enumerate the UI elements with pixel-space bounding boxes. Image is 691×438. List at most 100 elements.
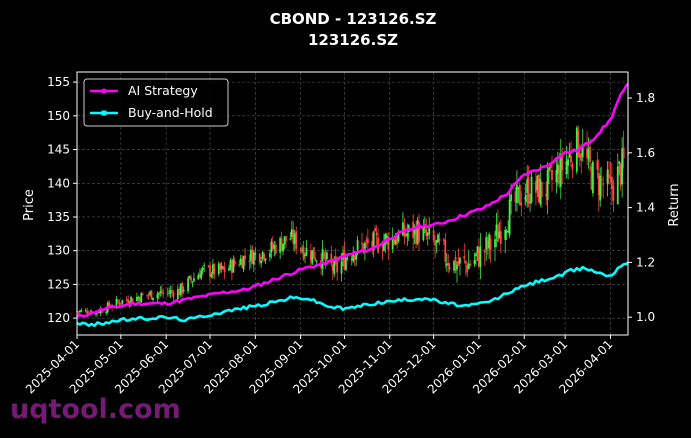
candle-body-114 [309, 250, 312, 261]
candle-body-200 [485, 237, 488, 250]
candle-body-240 [567, 159, 569, 166]
candle-body-18 [111, 307, 113, 309]
candle-body-1 [77, 311, 80, 313]
legend: AI Strategy Buy-and-Hold [83, 78, 229, 127]
candle-body-116 [312, 247, 315, 259]
candle-body-152 [385, 235, 388, 238]
candle-body-121 [323, 251, 325, 256]
candle-body-204 [494, 239, 496, 248]
candle-body-29 [136, 296, 138, 302]
candle-body-193 [469, 263, 472, 266]
candle-body-161 [404, 233, 407, 236]
candle-body-24 [125, 299, 128, 301]
y-right-tick-label-4: 1.8 [636, 91, 655, 105]
candle-body-71 [220, 265, 223, 269]
candle-body-192 [467, 263, 470, 270]
candle-body-86 [251, 250, 254, 264]
candle-body-49 [176, 289, 179, 299]
candle-body-4 [84, 310, 87, 311]
candle-body-202 [488, 234, 491, 249]
candle-body-64 [207, 265, 210, 267]
candle-body-245 [577, 130, 580, 157]
candle-body-110 [301, 249, 303, 252]
candle-body-185 [454, 256, 457, 271]
candle-body-97 [273, 244, 276, 250]
candle-body-5 [86, 311, 89, 314]
candle-body-40 [157, 293, 160, 295]
candle-body-252 [590, 166, 593, 190]
candle-body-230 [546, 169, 549, 200]
candle-body-88 [254, 252, 257, 255]
candle-body-95 [270, 241, 273, 253]
candle-body-219 [524, 195, 527, 203]
candle-body-115 [311, 250, 314, 264]
candle-body-87 [252, 252, 255, 265]
candle-body-94 [269, 253, 271, 258]
candle-body-180 [444, 240, 447, 262]
candle-body-208 [499, 231, 502, 244]
legend-marker-buy-and-hold [101, 110, 107, 116]
candle-body-77 [232, 259, 235, 273]
candle-body-227 [539, 178, 542, 205]
candle-body-99 [279, 238, 282, 253]
candle-body-165 [413, 226, 416, 235]
candle-body-3 [80, 310, 83, 312]
candle-body-118 [315, 260, 318, 262]
candle-body-62 [201, 267, 204, 271]
candle-body-241 [568, 152, 571, 158]
candle-body-136 [353, 255, 356, 260]
candle-body-264 [616, 166, 619, 205]
candle-body-59 [197, 275, 200, 280]
y-left-tick-label-5: 145 [47, 143, 70, 157]
candle-body-139 [361, 242, 363, 244]
candle-body-91 [261, 251, 264, 259]
series-line-buy-and-hold [76, 261, 629, 327]
candle-body-246 [578, 153, 581, 158]
candle-body-176 [435, 240, 438, 243]
candle-body-48 [172, 292, 175, 298]
candle-body-53 [182, 289, 185, 292]
candle-body-58 [193, 278, 195, 282]
candle-body-137 [355, 253, 358, 260]
candle-body-70 [219, 263, 222, 271]
candle-body-30 [137, 297, 140, 299]
candle-body-195 [475, 253, 477, 257]
candle-body-67 [212, 264, 214, 274]
candlestick-series [76, 125, 629, 318]
candle-body-135 [352, 253, 355, 262]
candle-body-177 [437, 234, 439, 243]
candle-body-259 [606, 169, 609, 184]
candle-body-31 [138, 297, 141, 302]
candle-body-131 [343, 251, 346, 270]
candle-body-122 [324, 254, 327, 262]
y-left-tick-label-4: 140 [47, 176, 70, 190]
candle-body-154 [391, 236, 394, 250]
candle-body-37 [150, 290, 153, 300]
candle-body-108 [295, 231, 298, 249]
candle-body-178 [438, 238, 441, 242]
y-left-tick-label-1: 125 [47, 277, 70, 291]
candle-body-111 [302, 246, 305, 259]
candle-body-155 [393, 239, 396, 244]
candle-body-46 [169, 290, 172, 294]
candle-body-83 [244, 255, 246, 259]
candle-body-217 [518, 184, 521, 206]
candle-body-32 [140, 293, 143, 303]
candle-body-224 [535, 181, 537, 193]
candle-body-55 [188, 276, 191, 279]
x-axis: 2025-04-012025-05-012025-06-012025-07-01… [23, 335, 616, 396]
candle-body-249 [586, 148, 588, 158]
candle-body-159 [402, 222, 404, 236]
candle-body-27 [130, 297, 132, 304]
candle-body-54 [187, 278, 189, 292]
candle-body-145 [372, 231, 375, 250]
candle-body-156 [394, 239, 397, 245]
candle-body-85 [250, 249, 252, 261]
plot-frame [76, 71, 629, 336]
candle-body-268 [622, 147, 625, 159]
y-left-tick-label-2: 130 [47, 244, 70, 258]
candle-body-42 [160, 289, 163, 294]
candle-body-142 [365, 240, 368, 242]
candle-body-254 [596, 160, 599, 170]
